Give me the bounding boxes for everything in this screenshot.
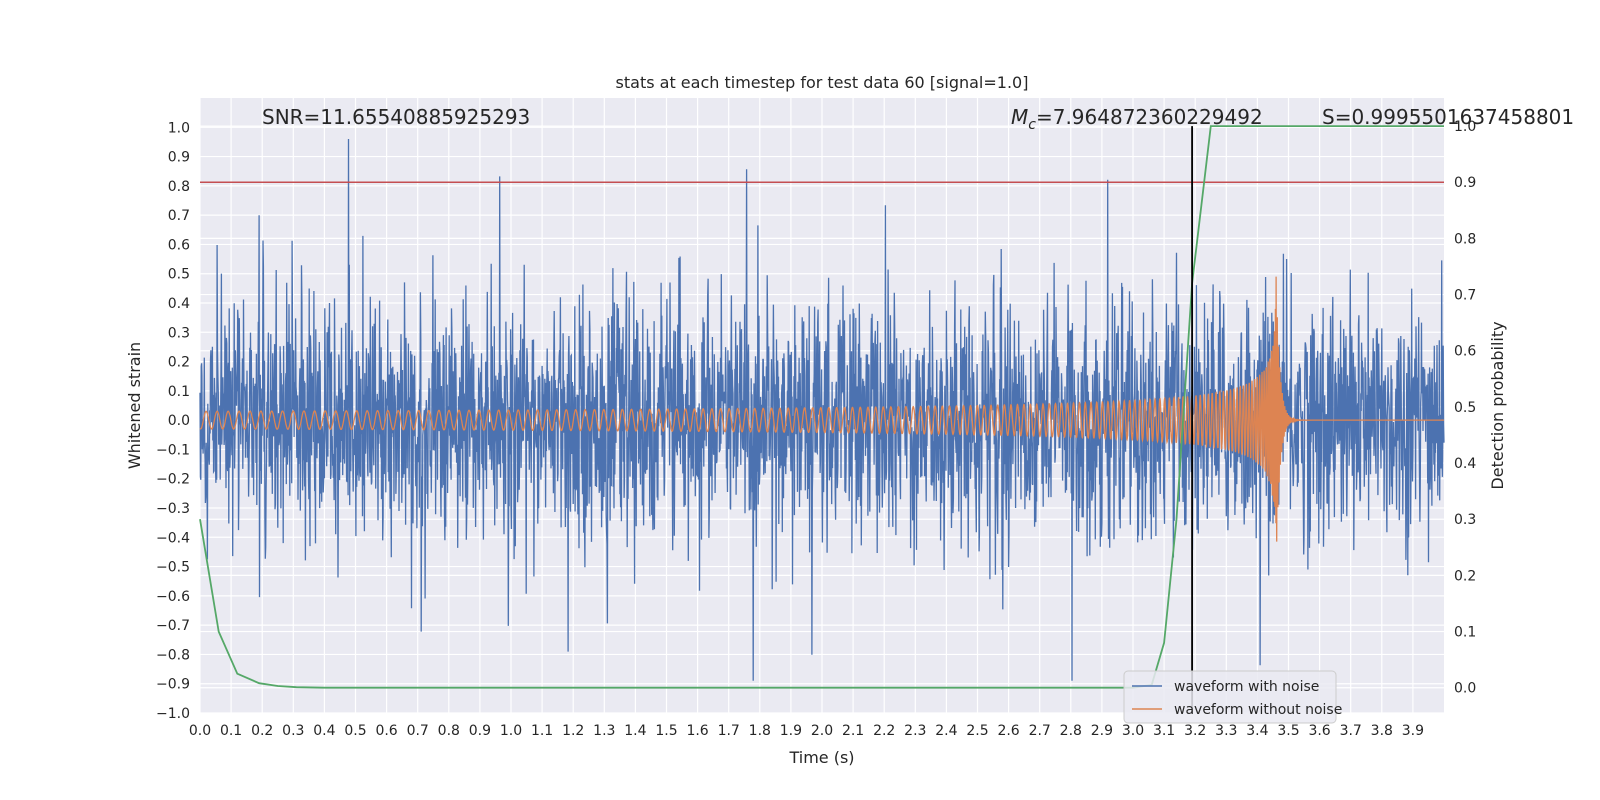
y2-tick-label: 1.0	[1454, 119, 1476, 135]
x-tick-label: 0.9	[469, 723, 491, 739]
x-tick-label: 1.7	[718, 723, 740, 739]
x-tick-label: 3.5	[1277, 723, 1299, 739]
chirp-mass-annotation: Mc=7.964872360229492	[1011, 105, 1263, 133]
x-tick-label: 0.8	[438, 723, 460, 739]
x-tick-label: 1.2	[562, 723, 584, 739]
y2-tick-label: 0.3	[1454, 512, 1476, 528]
detection-score-annotation: S=0.9995501637458801	[1322, 105, 1574, 129]
y2-tick-label: 0.7	[1454, 288, 1476, 304]
x-tick-label: 2.8	[1060, 723, 1082, 739]
y-tick-label: −0.8	[156, 647, 190, 663]
x-tick-label: 0.5	[344, 723, 366, 739]
x-tick-label: 3.1	[1153, 723, 1175, 739]
series-waveform-with-noise	[199, 138, 1445, 681]
legend-box	[1123, 670, 1337, 724]
x-tick-label: 3.8	[1371, 723, 1393, 739]
y-tick-label: 0.6	[168, 237, 190, 253]
y2-tick-label: 0.6	[1454, 344, 1476, 360]
x-tick-label: 1.6	[686, 723, 708, 739]
x-tick-label: 0.3	[282, 723, 304, 739]
y-tick-label: 0.9	[168, 150, 190, 166]
x-tick-label: 0.4	[313, 723, 335, 739]
snr-annotation: SNR=11.65540885925293	[262, 105, 530, 129]
x-tick-label: 3.3	[1215, 723, 1237, 739]
x-tick-label: 2.3	[904, 723, 926, 739]
y-tick-label: 0.8	[168, 179, 190, 195]
y-tick-label: 1.0	[168, 120, 190, 136]
y2-tick-label: 0.0	[1454, 681, 1476, 697]
y-tick-label: −1.0	[156, 706, 190, 722]
x-tick-label: 2.4	[935, 723, 957, 739]
x-tick-label: 0.7	[407, 723, 429, 739]
y2-tick-label: 0.4	[1454, 456, 1476, 472]
x-tick-label: 3.6	[1308, 723, 1330, 739]
series-waveform-without-noise	[199, 276, 1444, 542]
x-tick-label: 3.0	[1122, 723, 1144, 739]
legend-label-noisy: waveform with noise	[1174, 679, 1319, 695]
chirp-mass-value: =7.964872360229492	[1036, 105, 1263, 129]
x-tick-label: 3.4	[1246, 723, 1268, 739]
y-tick-label: 0.1	[168, 384, 190, 400]
x-tick-label: 3.7	[1340, 723, 1362, 739]
series-detection-probability	[199, 125, 1444, 689]
x-tick-label: 1.5	[655, 723, 677, 739]
y2-tick-label: 0.5	[1454, 400, 1476, 416]
x-tick-label: 2.1	[842, 723, 864, 739]
y-tick-label: −0.4	[156, 530, 190, 546]
legend: waveform with noise waveform without noi…	[1123, 670, 1342, 724]
y-tick-label: 0.5	[168, 267, 190, 283]
y-axis-label: Whitened strain	[125, 342, 144, 469]
x-tick-label: 2.2	[873, 723, 895, 739]
chirp-mass-symbol: M	[1011, 105, 1028, 129]
legend-label-clean: waveform without noise	[1174, 702, 1342, 718]
y-tick-label: −0.3	[156, 501, 190, 517]
x-tick-label: 1.1	[531, 723, 553, 739]
x-tick-label: 2.6	[997, 723, 1019, 739]
y2-axis-label: Detection probability	[1488, 321, 1507, 489]
y-tick-label: −0.2	[156, 472, 190, 488]
x-tick-label: 1.3	[593, 723, 615, 739]
y2-tick-label: 0.1	[1454, 625, 1476, 641]
y-tick-label: −0.1	[156, 442, 190, 458]
chart-title: stats at each timestep for test data 60 …	[616, 73, 1029, 92]
x-tick-label: 3.2	[1184, 723, 1206, 739]
chirp-mass-subscript: c	[1028, 117, 1036, 133]
y-tick-label: 0.7	[168, 208, 190, 224]
y2-tick-label: 0.8	[1454, 231, 1476, 247]
series-layer	[199, 125, 1445, 713]
x-tick-label: 2.0	[811, 723, 833, 739]
y-axis-ticks: 1.0 0.9 0.8 0.7 0.6 0.5 0.4 0.3 0.2 0.1 0.0 −0.1 −0.…	[156, 120, 190, 722]
x-tick-label: 2.5	[966, 723, 988, 739]
x-tick-label: 1.0	[500, 723, 522, 739]
x-tick-label: 2.9	[1091, 723, 1113, 739]
x-tick-label: 2.7	[1029, 723, 1051, 739]
x-tick-label: 1.4	[624, 723, 646, 739]
y2-tick-label: 0.2	[1454, 568, 1476, 584]
x-tick-label: 1.9	[780, 723, 802, 739]
x-tick-label: 0.2	[251, 723, 273, 739]
y-tick-label: 0.3	[168, 325, 190, 341]
x-tick-label: 1.8	[749, 723, 771, 739]
x-tick-label: 0.0	[189, 723, 211, 739]
x-axis-label: Time (s)	[788, 748, 854, 767]
y-tick-label: 0.2	[168, 355, 190, 371]
x-axis-ticks: 0.0 0.1 0.2 0.3 0.4 0.5 0.6 0.7 0.8 0.9 1.0 1.1 1.2 1…	[189, 723, 1424, 739]
x-tick-label: 0.1	[220, 723, 242, 739]
y2-tick-label: 0.9	[1454, 175, 1476, 191]
y-tick-label: −0.6	[156, 589, 190, 605]
x-tick-label: 3.9	[1402, 723, 1424, 739]
y2-axis-ticks: 0.0 0.1 0.2 0.3 0.4 0.5 0.6 0.7 0.8 0.9 1.0	[1454, 119, 1476, 697]
y-tick-label: −0.9	[156, 677, 190, 693]
y-tick-label: 0.0	[168, 413, 190, 429]
y-tick-label: 0.4	[168, 296, 190, 312]
y-tick-label: −0.5	[156, 560, 190, 576]
x-tick-label: 0.6	[375, 723, 397, 739]
y-tick-label: −0.7	[156, 618, 190, 634]
